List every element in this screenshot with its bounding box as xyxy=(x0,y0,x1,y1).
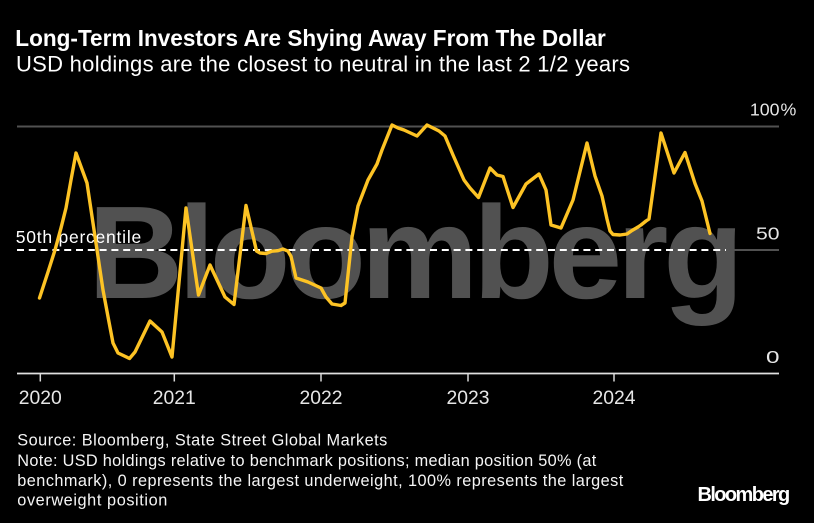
svg-text:Bloomberg: Bloomberg xyxy=(88,179,739,326)
svg-text:benchmark), 0 represents the l: benchmark), 0 represents the largest und… xyxy=(17,472,623,490)
svg-text:100: 100 xyxy=(750,100,780,120)
svg-text:Long-Term Investors Are Shying: Long-Term Investors Are Shying Away From… xyxy=(15,25,606,51)
svg-text:Bloomberg: Bloomberg xyxy=(698,484,790,506)
svg-text:50th percentile: 50th percentile xyxy=(16,227,142,247)
svg-text:0: 0 xyxy=(766,347,780,367)
svg-text:2023: 2023 xyxy=(447,388,490,409)
svg-text:2021: 2021 xyxy=(153,388,196,409)
svg-text:2024: 2024 xyxy=(593,388,636,409)
svg-text:Note: USD holdings relative to: Note: USD holdings relative to benchmark… xyxy=(17,452,596,470)
svg-text:USD holdings are the closest t: USD holdings are the closest to neutral … xyxy=(16,52,630,77)
svg-text:%: % xyxy=(781,100,797,120)
svg-text:Source: Bloomberg, State Stree: Source: Bloomberg, State Street Global M… xyxy=(17,432,387,450)
svg-text:50: 50 xyxy=(756,224,780,244)
svg-text:2020: 2020 xyxy=(19,388,62,409)
svg-text:overweight position: overweight position xyxy=(17,492,167,510)
svg-text:2022: 2022 xyxy=(300,388,343,409)
